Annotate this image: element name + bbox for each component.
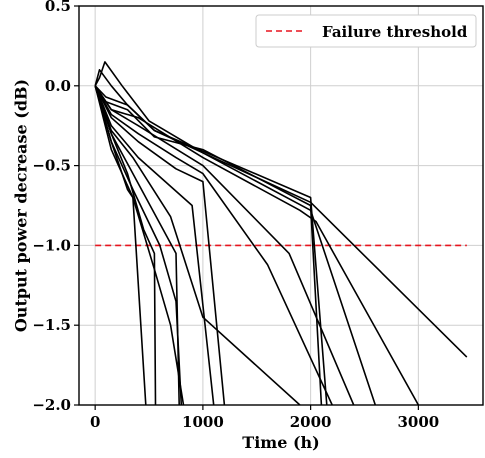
degradation-line-10 [94,85,301,405]
y-tick-label: −1.0 [32,236,71,254]
y-tick-label: −0.5 [32,157,71,175]
legend: Failure threshold [255,14,477,48]
series-layer [94,61,468,405]
y-tick-label: 0.5 [45,0,71,15]
degradation-line-1 [94,61,468,358]
x-tick-label: 1000 [182,413,224,431]
y-tick-label: 0.0 [45,77,71,95]
x-tick-label: 2000 [290,413,332,431]
degradation-line-6 [94,85,355,405]
degradation-line-13 [94,85,185,405]
plot-frame [78,5,484,406]
degradation-line-9 [94,85,215,405]
x-tick-label: 3000 [397,413,439,431]
x-axis-title: Time (h) [242,433,319,452]
degradation-line-14 [94,85,157,405]
degradation-line-3 [94,85,328,405]
x-axis-ticks: 0 1000 2000 3000 [90,405,439,431]
legend-threshold-label: Failure threshold [322,23,468,41]
y-axis-ticks: 0.5 0.0 −0.5 −1.0 −1.5 −2.0 [32,0,79,414]
legend-box [255,14,477,48]
degradation-line-8 [94,85,226,405]
y-axis-title: Output power decrease (dB) [12,79,31,332]
degradation-line-7 [94,85,333,405]
degradation-line-15 [94,85,147,405]
y-tick-label: −1.5 [32,316,71,334]
y-tick-label: −2.0 [32,396,71,414]
x-tick-label: 0 [90,413,100,431]
